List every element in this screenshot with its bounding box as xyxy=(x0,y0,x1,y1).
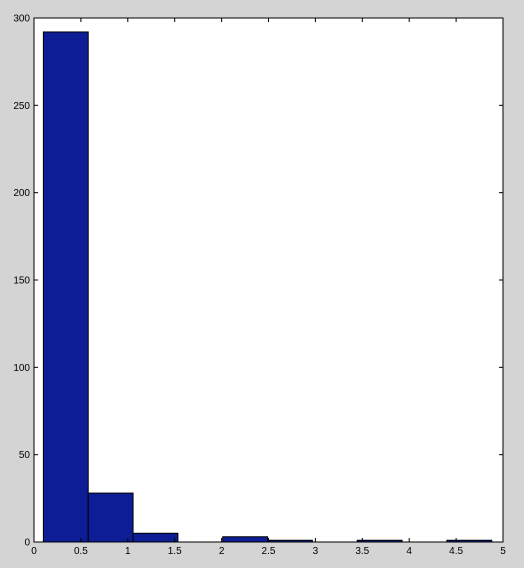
histogram-bar xyxy=(87,492,134,543)
x-tick-label: 0 xyxy=(31,546,37,557)
histogram-bar xyxy=(132,532,179,543)
histogram-bar xyxy=(222,536,269,543)
x-tick-label: 4.5 xyxy=(449,546,463,557)
x-tick-label: 5 xyxy=(500,546,506,557)
axes-background xyxy=(34,18,503,542)
bars-layer xyxy=(42,31,493,543)
y-tick-label: 50 xyxy=(19,450,31,461)
x-tick-label: 2 xyxy=(219,546,225,557)
x-tick-label: 1.5 xyxy=(168,546,182,557)
x-axis: 0 0.5 1 1.5 2 2.5 3 3.5 4 4.5 5 xyxy=(31,18,506,557)
x-tick-label: 3 xyxy=(313,546,319,557)
x-tick-label: 3.5 xyxy=(355,546,369,557)
x-tick-label: 1 xyxy=(125,546,131,557)
y-tick-label: 200 xyxy=(13,188,30,199)
y-tick-label: 300 xyxy=(13,14,30,25)
y-tick-label: 100 xyxy=(13,363,30,374)
y-tick-label: 0 xyxy=(24,538,30,549)
y-tick-label: 250 xyxy=(13,101,30,112)
x-tick-label: 2.5 xyxy=(262,546,276,557)
y-axis: 0 50 100 150 200 250 300 xyxy=(13,14,503,549)
x-tick-label: 0.5 xyxy=(74,546,88,557)
x-tick-label: 4 xyxy=(406,546,412,557)
histogram-bar xyxy=(42,31,89,543)
y-tick-label: 150 xyxy=(13,276,30,287)
